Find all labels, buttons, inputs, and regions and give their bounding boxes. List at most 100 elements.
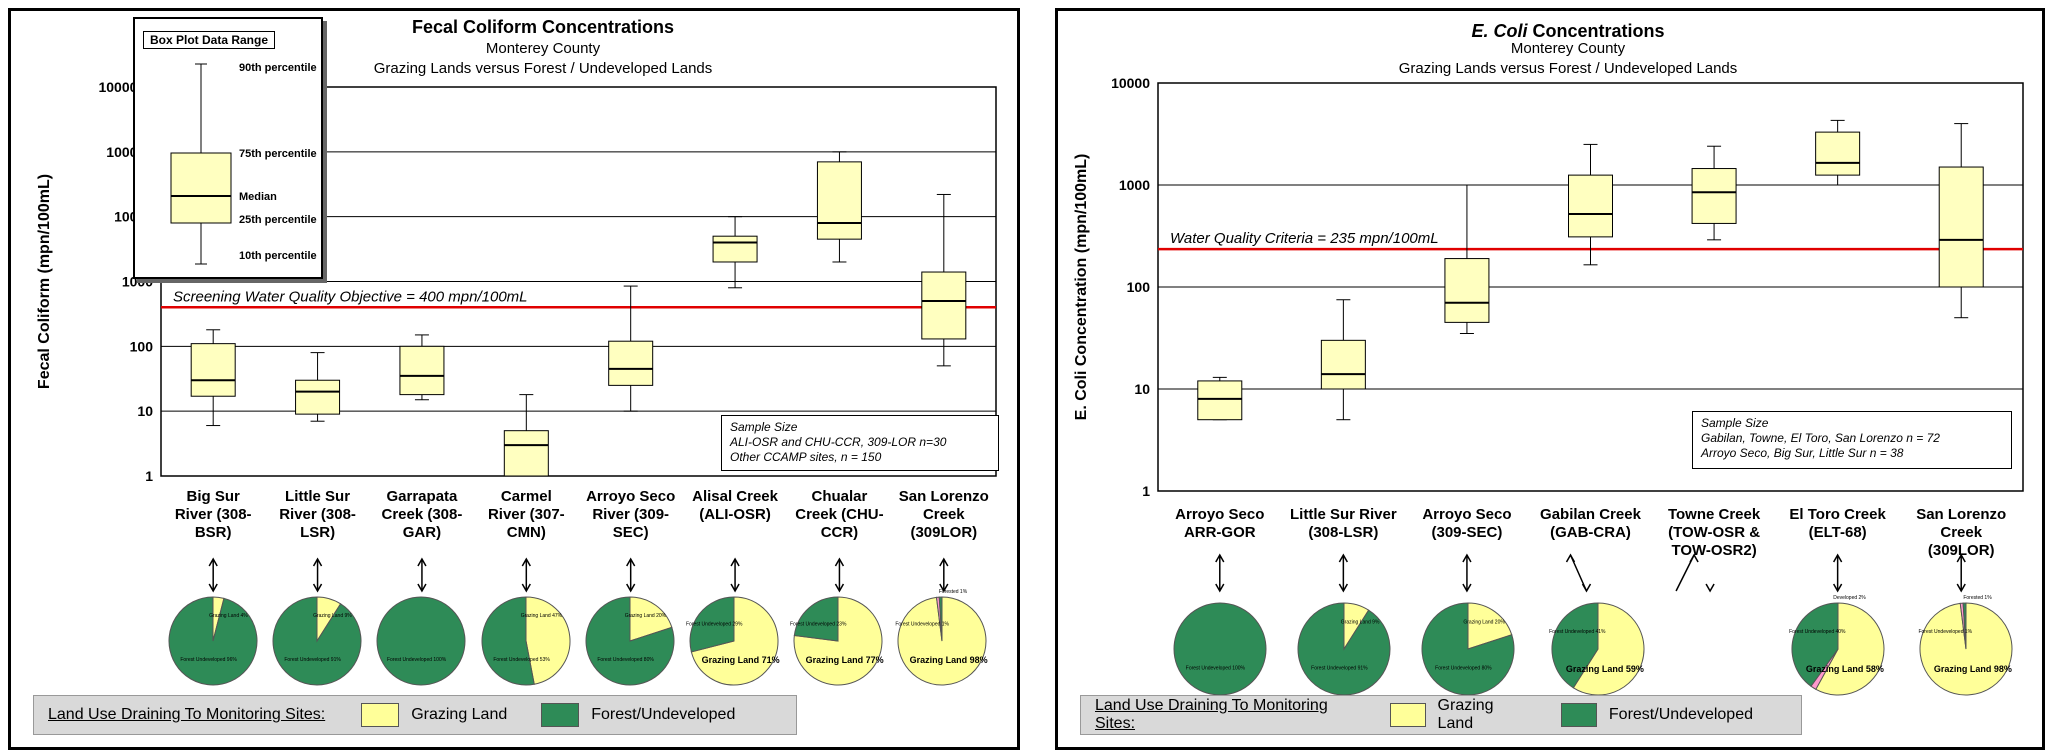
arrow-head-up: [521, 557, 531, 567]
y-tick-label: 10: [1134, 381, 1150, 397]
y-tick-label: 1: [1142, 483, 1150, 499]
y-tick-label: 100: [1127, 279, 1151, 295]
fecal-coliform-chart: Fecal Coliform Concentrations Monterey Co…: [36, 17, 997, 686]
category-label: River (307-: [488, 506, 565, 523]
box: [1197, 380, 1243, 421]
pie-label-forest: Forest Undeveloped 29%: [686, 622, 743, 628]
pie-slice-grazing: [1815, 602, 1885, 696]
sample-size-line1: Gabilan, Towne, El Toro, San Lorenzo n =…: [1701, 431, 1940, 445]
category-label: CMN): [507, 524, 546, 541]
category-label: (309LOR): [910, 524, 977, 541]
legend-forest-label: Forest/Undeveloped: [591, 706, 736, 723]
pie-label-grazing: Grazing Land 71%: [702, 655, 780, 665]
chart-title: Fecal Coliform Concentrations: [412, 17, 674, 37]
pie-label-forest: Forest Undeveloped 100%: [1186, 666, 1246, 672]
arrow-head-down: [312, 583, 323, 593]
arrow-head-up: [1956, 553, 1966, 563]
pie-slice-forest: [938, 596, 943, 642]
arrow-head-down: [730, 583, 740, 593]
pie-label-grazing: Grazing Land 9%: [313, 613, 352, 619]
y-tick-label: 1000: [1119, 177, 1150, 193]
category-label: (308-LSR): [1308, 524, 1378, 541]
pie-label-forest: Forest Undeveloped 80%: [597, 657, 654, 663]
category-label: TOW-OSR2): [1671, 542, 1756, 559]
arrow-head-up: [939, 557, 949, 567]
category-label: San Lorenzo: [899, 488, 989, 505]
category-label: GAR): [403, 524, 441, 541]
legend-grazing-label: Grazing Land: [411, 706, 508, 723]
category-label: (TOW-OSR &: [1668, 524, 1760, 541]
arrow-head-up: [730, 557, 740, 567]
arrow-head-down: [208, 583, 218, 593]
arrow-head-up: [626, 557, 636, 567]
criteria-label: Water Quality Criteria = 235 mpn/100mL: [1170, 230, 1439, 247]
pie-label-developed: Forested 1%: [1963, 595, 1992, 601]
pie-label-grazing: Grazing Land 20%: [1463, 620, 1505, 626]
box: [399, 345, 445, 396]
category-label: Creek: [1940, 524, 1982, 541]
fecal-coliform-panel: Fecal Coliform Concentrations Monterey Co…: [8, 8, 1020, 750]
sample-size-line1: ALI-OSR and CHU-CCR, 309-LOR n=30: [730, 435, 947, 449]
pie-slice-forest: [1173, 602, 1267, 696]
pie-slice-forest: [481, 596, 535, 686]
category-label: Creek (308-: [381, 506, 462, 523]
box: [1938, 166, 1984, 288]
category-label: River (309-: [592, 506, 669, 523]
y-tick-label: 10: [137, 403, 153, 419]
arrow-head-up: [1832, 553, 1843, 563]
pie-label-developed: Developed 2%: [1833, 595, 1866, 601]
category-label: Carmel: [501, 488, 552, 505]
sample-size-box: Sample Size ALI-OSR and CHU-CCR, 309-LOR…: [721, 415, 999, 471]
inset-box: [170, 152, 232, 224]
box: [1568, 174, 1613, 238]
pie-slice-grazing: [525, 596, 571, 685]
chart-subtitle-county: Monterey County: [486, 40, 601, 57]
arrow-head-up: [834, 557, 845, 567]
pie-slice-forest: [168, 596, 258, 686]
arrow-head-up: [1462, 553, 1472, 563]
arrow-head-up: [312, 557, 323, 567]
category-label: Arroyo Seco: [1175, 506, 1264, 523]
category-label: Arroyo Seco: [586, 488, 675, 505]
arrow-head-down: [939, 583, 949, 593]
box: [190, 343, 236, 397]
inset-title: Box Plot Data Range: [143, 31, 276, 49]
sample-size-line2: Arroyo Seco, Big Sur, Little Sur n = 38: [1701, 446, 1904, 460]
category-label: Alisal Creek: [692, 488, 779, 505]
inset-label-p75: 75th percentile: [239, 148, 317, 160]
pie-label-grazing: Grazing Land 4%: [209, 613, 248, 619]
box: [1691, 168, 1737, 224]
plot-area: [1157, 82, 2024, 492]
land-use-legend: Land Use Draining To Monitoring Sites: G…: [1080, 695, 1802, 735]
category-label: Towne Creek: [1668, 506, 1761, 523]
pie-label-grazing: Grazing Land 20%: [625, 613, 667, 619]
arrow-head-up: [208, 557, 218, 567]
box: [1320, 339, 1366, 390]
pie-slice-grazing: [629, 596, 673, 642]
category-label: Little Sur River: [1290, 506, 1397, 523]
pie-label-forest: Forest Undeveloped 41%: [1549, 629, 1606, 635]
pie-label-forest: Forest Undeveloped 1%: [1918, 629, 1972, 635]
arrow-head-down: [1705, 583, 1715, 593]
inset-label-p10: 10th percentile: [239, 250, 317, 262]
arrow-head-down: [1956, 583, 1966, 593]
box: [1444, 258, 1490, 323]
pie-label-forest: Forest Undeveloped 53%: [493, 657, 550, 663]
inset-label-p25: 25th percentile: [239, 214, 317, 226]
pie-slice-forest: [1791, 602, 1839, 687]
box: [295, 379, 341, 415]
category-label: SEC): [613, 524, 649, 541]
box: [1815, 131, 1861, 176]
pie-slice-forest: [1551, 602, 1599, 689]
category-label: Gabilan Creek: [1540, 506, 1642, 523]
category-label: Garrapata: [387, 488, 459, 505]
inset-label-p90: 90th percentile: [239, 62, 317, 74]
y-tick-label: 100: [130, 338, 154, 354]
box: [503, 430, 549, 477]
forest-swatch: [1561, 703, 1597, 727]
arrow-head-down: [1338, 583, 1349, 593]
pie-slice-forest: [585, 596, 675, 686]
category-label: Big Sur: [187, 488, 240, 505]
arrow-head-down: [1832, 583, 1843, 593]
